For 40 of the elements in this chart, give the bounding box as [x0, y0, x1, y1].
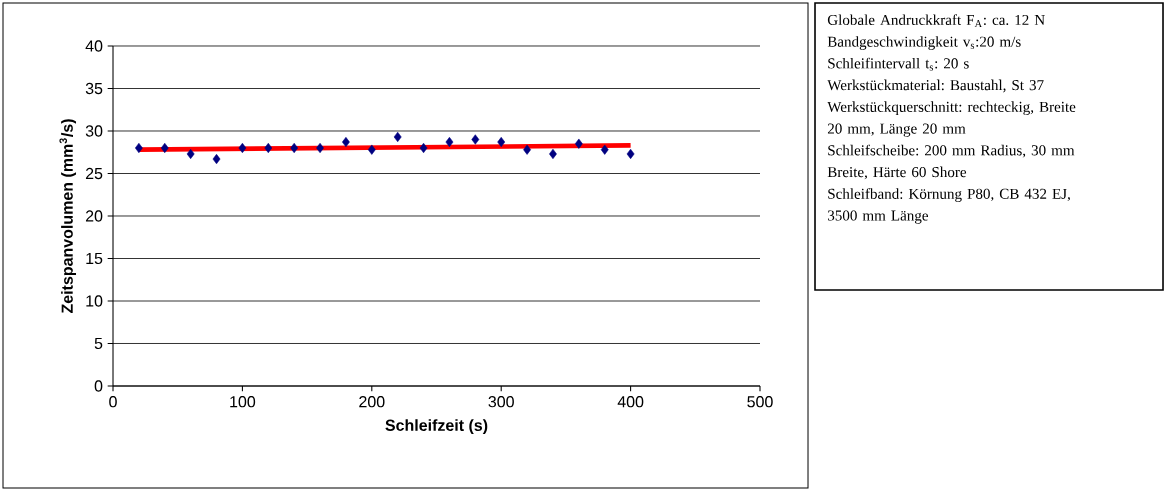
- x-tick-label: 0: [109, 396, 117, 408]
- y-tick-label: 5: [94, 337, 103, 350]
- text: Bandgeschwindigkeit v$_{s}$:20 m/s: [827, 36, 1021, 50]
- text: Schleifintervall t$_{s}$: 20 s: [828, 57, 969, 71]
- point: [445, 136, 454, 148]
- point: [393, 131, 402, 143]
- y-axis-title: Zeitspanvolumen (mm$^{3}$/s): [59, 119, 77, 314]
- point: [574, 138, 583, 149]
- point: [626, 148, 635, 160]
- x-tick-label: 100: [230, 396, 256, 408]
- point: [264, 142, 273, 154]
- point: [523, 144, 531, 155]
- point: [471, 134, 480, 145]
- point: [497, 136, 506, 148]
- y-tick-label: 30: [85, 125, 103, 137]
- point: [367, 144, 376, 155]
- text: Schleifscheibe: 200 mm Radius, 30 mm Breite, Härte 60 Shore: [827, 144, 1075, 180]
- y-tick-label: 35: [85, 82, 103, 95]
- x-tick-label: 400: [617, 396, 644, 408]
- point: [212, 153, 221, 165]
- text: Werkstückquerschnitt: rechteckig, Breite 20 mm, Länge 20 mm: [827, 101, 1076, 137]
- point: [419, 142, 428, 154]
- point: [160, 142, 169, 154]
- point: [238, 142, 247, 154]
- text: Schleifband: Körnung P80, CB 432 EJ, 3500 mm Länge: [827, 188, 1070, 224]
- x-axis-title: Schleifzeit (s): [385, 419, 488, 435]
- point: [186, 148, 195, 160]
- y-tick-label: 0: [94, 380, 103, 392]
- y-tick-label: 15: [86, 252, 103, 265]
- y-tick-label: 25: [85, 167, 103, 180]
- y-tick-label: 10: [86, 295, 103, 307]
- text: Globale Andruckkraft F$_{A}$: ca. 12 N: [827, 14, 1045, 28]
- point: [290, 142, 299, 154]
- text: Werkstückmaterial: Baustahl, St 37: [827, 79, 1044, 93]
- y-tick-label: 20: [85, 210, 103, 222]
- y-tick-label: 40: [85, 40, 103, 52]
- x-tick-label: 200: [359, 396, 385, 408]
- point: [600, 144, 609, 155]
- x-tick-label: 300: [488, 396, 514, 408]
- x-tick-label: 500: [747, 396, 773, 408]
